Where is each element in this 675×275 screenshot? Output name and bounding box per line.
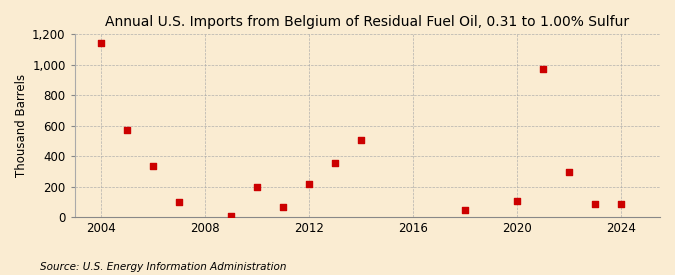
Point — [460, 208, 470, 212]
Point — [329, 161, 340, 166]
Y-axis label: Thousand Barrels: Thousand Barrels — [15, 74, 28, 177]
Point — [277, 205, 288, 209]
Point — [512, 198, 522, 203]
Point — [147, 163, 158, 168]
Point — [122, 128, 132, 133]
Point — [225, 214, 236, 218]
Point — [589, 202, 600, 206]
Point — [537, 67, 548, 72]
Title: Annual U.S. Imports from Belgium of Residual Fuel Oil, 0.31 to 1.00% Sulfur: Annual U.S. Imports from Belgium of Resi… — [105, 15, 629, 29]
Point — [304, 182, 315, 186]
Point — [356, 138, 367, 142]
Point — [173, 200, 184, 204]
Text: Source: U.S. Energy Information Administration: Source: U.S. Energy Information Administ… — [40, 262, 287, 272]
Point — [616, 202, 626, 206]
Point — [564, 169, 574, 174]
Point — [95, 41, 106, 46]
Point — [251, 185, 262, 189]
